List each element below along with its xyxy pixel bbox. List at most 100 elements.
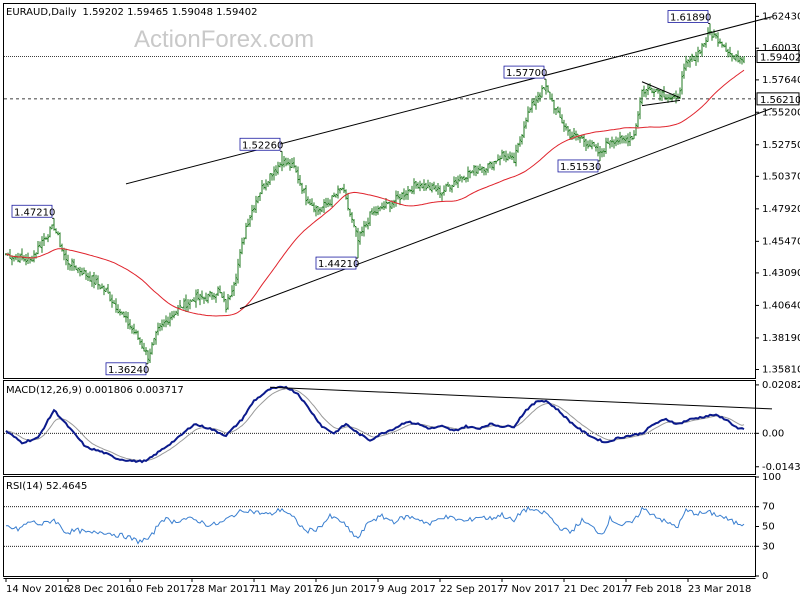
- macd-series-group: [4, 385, 773, 464]
- price-bar: [261, 179, 263, 195]
- price-bar: [421, 182, 423, 189]
- price-bar: [603, 148, 605, 157]
- price-bar: [23, 255, 25, 262]
- price-bar: [637, 111, 639, 128]
- price-bar: [363, 220, 365, 237]
- price-axis-tick-label: 1.62430: [762, 11, 800, 22]
- price-bar: [719, 38, 721, 44]
- price-bar: [649, 83, 651, 91]
- price-annotation-label: 1.52260: [242, 140, 283, 151]
- price-bar: [473, 164, 475, 176]
- price-bar: [517, 142, 519, 153]
- rsi-line: [5, 505, 745, 545]
- price-bar: [501, 149, 503, 160]
- price-bar: [31, 255, 33, 262]
- price-bar: [45, 236, 47, 240]
- price-panel-frame: [3, 3, 756, 379]
- price-bar: [695, 51, 697, 66]
- rsi-axis-tick-label: 50: [762, 522, 775, 533]
- price-bar: [371, 208, 373, 215]
- price-bar: [163, 319, 165, 328]
- price-bar: [67, 254, 69, 270]
- price-bar: [563, 119, 565, 132]
- price-bar: [653, 88, 655, 98]
- price-bar: [729, 46, 731, 58]
- x-axis-tick-label: 26 Jun 2017: [316, 584, 376, 595]
- price-bar: [89, 271, 91, 282]
- price-bar: [489, 161, 491, 169]
- price-bar: [717, 32, 719, 47]
- price-bar: [559, 107, 561, 118]
- price-bar: [579, 134, 581, 143]
- price-bar: [201, 290, 203, 300]
- price-marker-box: [756, 92, 800, 106]
- price-bar: [219, 285, 221, 294]
- price-bar: [297, 166, 299, 184]
- price-annotation: 1.57700: [503, 65, 547, 80]
- price-bar: [503, 150, 505, 161]
- price-bar: [455, 177, 457, 186]
- price-bar: [305, 185, 307, 206]
- x-axis-tick-label: 7 Feb 2018: [626, 584, 682, 595]
- price-bar: [687, 59, 689, 68]
- price-axis-tick-label: 1.38190: [762, 333, 800, 344]
- price-bar: [697, 46, 699, 63]
- price-bar: [285, 157, 287, 167]
- price-bar: [681, 71, 683, 95]
- price-bar: [83, 267, 85, 275]
- price-bar: [211, 291, 213, 300]
- price-bar: [123, 311, 125, 318]
- price-bar: [167, 316, 169, 326]
- x-axis-tick-label: 22 Sep 2017: [440, 584, 503, 595]
- price-bar: [689, 56, 691, 68]
- price-bar: [119, 308, 121, 316]
- price-bar: [703, 43, 705, 47]
- price-bar: [239, 249, 241, 268]
- price-bar: [57, 231, 59, 236]
- price-annotation-box: [667, 10, 709, 23]
- price-bar: [115, 298, 117, 313]
- x-axis-tick-label: 9 Aug 2017: [378, 584, 436, 595]
- price-bar: [475, 165, 477, 177]
- price-bar: [209, 290, 211, 298]
- price-bar: [255, 195, 257, 214]
- price-bar: [245, 222, 247, 240]
- price-bar: [117, 304, 119, 314]
- price-bar: [469, 169, 471, 179]
- price-bar: [741, 57, 743, 65]
- axes-group: 1.62430 1.60030 1.57640 1.55200 1.52750 1.503…: [5, 11, 800, 595]
- price-bar: [347, 192, 349, 211]
- price-bar: [545, 79, 547, 95]
- price-bar: [737, 50, 739, 63]
- price-bar: [243, 237, 245, 245]
- macd-axis-tick-label: -0.014386: [762, 462, 800, 473]
- price-bar: [291, 157, 293, 168]
- price-bar: [47, 234, 49, 243]
- price-bar: [667, 94, 669, 103]
- price-bar: [137, 330, 139, 340]
- price-bar: [449, 184, 451, 192]
- price-bar: [527, 106, 529, 123]
- price-axis-tick-label: 1.55200: [762, 107, 800, 118]
- price-bar: [531, 98, 533, 113]
- price-bar: [25, 254, 27, 266]
- price-bar: [429, 182, 431, 191]
- price-bar: [281, 151, 283, 172]
- price-bar: [607, 137, 609, 144]
- price-bar: [435, 184, 437, 192]
- price-annotation-label: 1.36240: [108, 365, 149, 376]
- price-bar: [525, 117, 527, 129]
- price-bar: [101, 283, 103, 289]
- price-bar: [443, 185, 445, 196]
- price-bar: [353, 219, 355, 228]
- price-bar: [587, 140, 589, 149]
- price-bar: [269, 173, 271, 185]
- price-bar: [341, 187, 343, 191]
- price-bar: [257, 196, 259, 204]
- macd-line: [5, 385, 745, 464]
- price-bar: [237, 258, 239, 284]
- price-bar: [623, 135, 625, 144]
- price-bar: [725, 42, 727, 52]
- price-bar: [621, 135, 623, 144]
